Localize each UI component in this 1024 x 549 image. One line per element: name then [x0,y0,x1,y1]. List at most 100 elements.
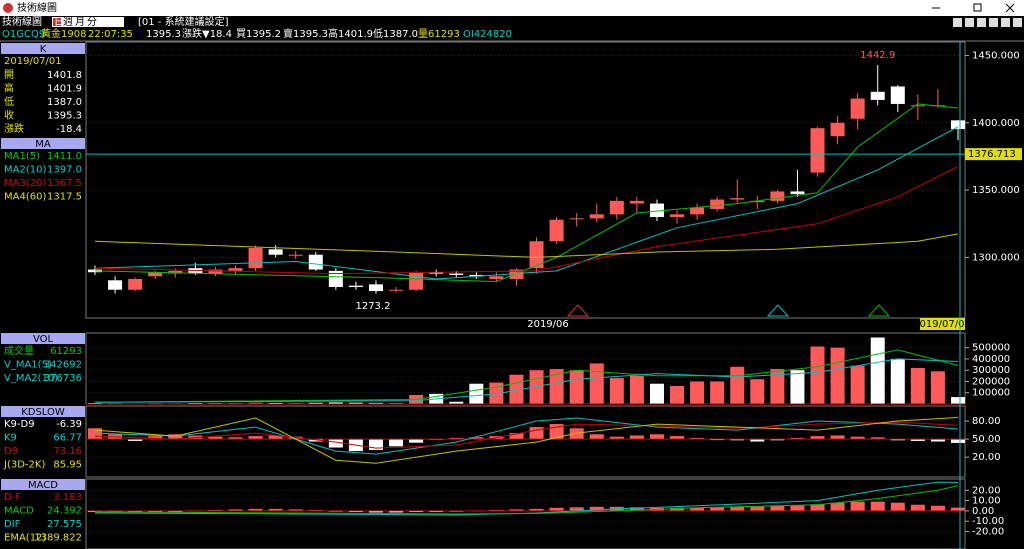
candle-body [730,198,745,200]
btn[interactable] [965,18,974,27]
bar [629,375,644,404]
info-label: K9-D9 [4,419,35,430]
section-header [1,406,85,417]
main-frame [85,41,966,319]
bar [710,381,725,404]
y-tick-label: 20.00 [972,452,1001,463]
date-box [920,318,965,330]
candle-body [268,249,283,255]
bar [690,437,705,440]
bar [228,437,243,440]
period-option[interactable]: 月 [75,16,85,28]
candle-body [429,272,444,274]
window-title: 技術線圖 [17,1,57,14]
quote-name: 黃金1908 [41,27,86,40]
bar [930,371,945,404]
candle-body [750,200,765,203]
bar [268,435,283,440]
title-bar [0,0,1024,16]
info-value: 1317.5 [47,192,82,203]
info-label: MA4(60) [4,192,46,203]
bar [730,366,745,404]
candle-body [348,285,363,288]
setting-label[interactable]: [01 - 系統建議設定] [138,15,229,28]
info-value: 1411.0 [47,151,82,162]
btn[interactable] [989,18,998,27]
info-value: 1387.0 [47,97,82,108]
btn[interactable] [1013,18,1022,27]
bar [389,402,404,404]
y-tick-label: 1300.000 [972,252,1020,263]
period-select[interactable] [52,17,124,27]
candle-body [609,200,624,215]
btn[interactable] [977,18,986,27]
bar [730,506,745,511]
high-label: 1442.9 [860,50,895,61]
period-option[interactable]: 週 [63,16,73,28]
y-tick-label: 100000 [972,388,1010,399]
btn[interactable] [1001,18,1010,27]
indicator-line [94,126,959,280]
bar [128,439,143,441]
info-label: D9 [4,446,18,457]
app-icon [3,3,13,13]
section-title: VOL [33,334,54,345]
section-header [1,43,85,54]
bar [108,510,123,512]
info-value: 1395.3 [47,111,82,122]
period-option[interactable]: 日 [54,17,64,28]
candle-body [770,191,785,201]
bar [690,381,705,404]
crosshair-label: 1376.713 [968,149,1016,160]
bar [770,369,785,404]
indicator-line [94,485,959,515]
info-value: 1367.5 [47,178,82,189]
candle-body [88,269,102,273]
indicator-line [94,481,959,516]
candle-body [951,120,966,130]
bar [810,504,825,511]
candle-body [509,269,524,279]
info-value: 1389.822 [34,533,82,544]
y-tick-label: 1450.000 [972,50,1020,61]
info-value: 342692 [44,360,82,371]
bar [670,436,685,440]
candle-body [489,276,504,279]
y-tick-label: 80.00 [972,416,1001,427]
bar [951,397,966,404]
bar [730,439,745,441]
info-value: -6.39 [56,419,82,430]
info-value: 3.183 [53,492,82,503]
btn[interactable] [953,18,962,27]
info-date: 2019/07/01 [4,56,62,67]
candle-body [469,274,484,277]
indicator-line [94,358,959,403]
bar [449,437,464,440]
info-label: K9 [4,433,17,444]
period-option[interactable]: 分 [87,16,97,28]
bar [88,510,102,512]
candle-body [790,191,805,195]
restore[interactable] [973,3,982,12]
info-label: 漲跌 [4,122,24,135]
panel-frames [0,40,1024,549]
panel-buttons[interactable] [953,18,1022,27]
bar [690,507,705,511]
y-tick-label: 300000 [972,365,1010,376]
close[interactable] [1005,3,1015,13]
bar [368,510,383,513]
bar [649,383,664,404]
date-label: 2019/06 [527,319,569,330]
bar [810,436,825,440]
window-controls[interactable] [932,3,1015,13]
bar [308,509,323,511]
bar [890,502,905,511]
bar [609,436,624,440]
y-tick-label: 1400.000 [972,118,1020,129]
bar [830,502,845,511]
info-label: MA2(10) [4,165,46,176]
bar [670,385,685,404]
marker [566,304,590,317]
info-label: MACD [4,506,34,517]
bar [268,402,283,404]
